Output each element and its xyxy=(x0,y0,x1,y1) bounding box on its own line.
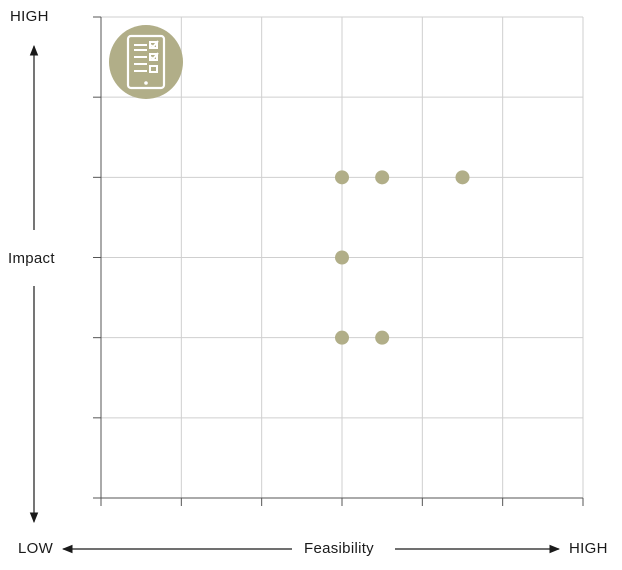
data-point xyxy=(375,170,390,185)
x-axis-high-label: HIGH xyxy=(569,540,608,557)
y-axis-high-label: HIGH xyxy=(10,8,49,25)
data-point xyxy=(335,170,349,185)
axis-arrows xyxy=(29,44,561,554)
x-axis-title: Feasibility xyxy=(300,540,378,557)
plot-axes xyxy=(93,16,584,506)
tablet-checklist-icon xyxy=(109,25,183,99)
data-point xyxy=(335,330,349,345)
data-point xyxy=(375,330,390,345)
y-axis-title: Impact xyxy=(6,250,57,267)
data-points xyxy=(335,170,470,345)
x-axis-low-label: LOW xyxy=(18,540,54,557)
data-point xyxy=(455,170,470,185)
data-point xyxy=(335,250,349,265)
